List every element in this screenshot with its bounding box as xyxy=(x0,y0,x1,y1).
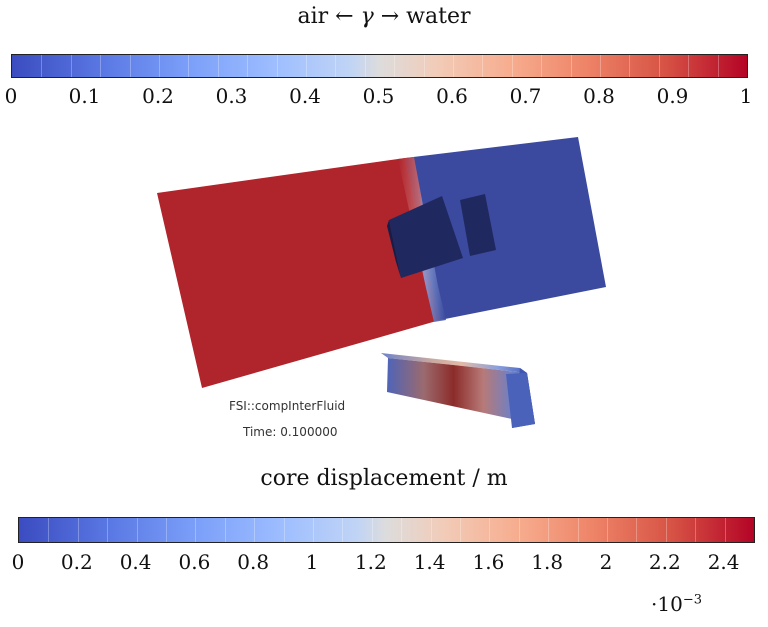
tick-label: 0 xyxy=(11,550,25,574)
colorbar-segment-divider xyxy=(430,518,432,542)
colorbar-segment-divider xyxy=(283,518,285,542)
tick-label: 0.2 xyxy=(142,84,174,108)
air-region xyxy=(405,137,606,320)
tick-label: 0.3 xyxy=(215,84,248,108)
colorbar-segment-divider xyxy=(665,518,667,542)
colorbar-segment-divider xyxy=(129,55,131,77)
colorbar-segment-divider xyxy=(364,55,366,77)
colorbar-segment-divider xyxy=(335,55,337,77)
tick-label: 1.6 xyxy=(472,550,505,574)
tick-label: 1 xyxy=(305,550,319,574)
beam-front-face xyxy=(387,358,535,424)
time-label: Time: 0.100000 xyxy=(243,425,338,439)
beam-end-cap xyxy=(506,373,535,428)
core-displacement-colorbar xyxy=(18,517,755,543)
colorbar-segment-divider xyxy=(423,55,425,77)
colorbar-segment-divider xyxy=(548,518,550,542)
tick-label: 1.4 xyxy=(413,550,446,574)
colorbar-segment-divider xyxy=(254,518,256,542)
water-region xyxy=(157,158,440,388)
colorbar-segment-divider xyxy=(717,55,719,77)
colorbar-segment-divider xyxy=(195,518,197,542)
tick-label: 0.6 xyxy=(178,550,211,574)
colorbar-segment-divider xyxy=(600,55,601,77)
solver-label: FSI::compInterFluid xyxy=(229,399,346,413)
colorbar-segment-divider xyxy=(136,518,138,542)
colorbar-segment-divider xyxy=(159,55,160,77)
colorbar-segment-divider xyxy=(724,518,726,542)
colorbar-segment-divider xyxy=(460,518,461,542)
tick-label: 2 xyxy=(599,550,613,574)
obstacle-front-face xyxy=(389,196,463,278)
title-prefix: air ← xyxy=(297,4,361,29)
colorbar-segment-divider xyxy=(482,55,484,77)
scale-factor: ·10−3 xyxy=(651,592,702,616)
tick-label: 0.2 xyxy=(60,550,93,574)
colorbar-segment-divider xyxy=(688,55,690,77)
tick-label: 0.7 xyxy=(509,84,542,108)
core-displacement-title: core displacement / m xyxy=(260,466,508,491)
scale-base: ·10 xyxy=(651,592,683,616)
colorbar-segment-divider xyxy=(48,518,50,542)
colorbar-segment-divider xyxy=(313,518,314,542)
colorbar-segment-divider xyxy=(247,55,249,77)
colorbar-segment-divider xyxy=(607,518,608,542)
colorbar-segment-divider xyxy=(489,518,491,542)
colorbar-segment-divider xyxy=(70,55,72,77)
colorbar-segment-divider xyxy=(629,55,631,77)
tick-label: 0.1 xyxy=(68,84,101,108)
tick-label: 1 xyxy=(739,84,753,108)
colorbar-segment-divider xyxy=(107,518,109,542)
colorbar-segment-divider xyxy=(401,518,403,542)
colorbar-segment-divider xyxy=(570,55,572,77)
tick-label: 0.8 xyxy=(237,550,270,574)
tick-label: 1.8 xyxy=(531,550,564,574)
colorbar-segment-divider xyxy=(342,518,344,542)
colorbar-segment-divider xyxy=(636,518,638,542)
title-suffix: → water xyxy=(373,4,471,29)
tick-label: 0.4 xyxy=(289,84,321,108)
colorbar-segment-divider xyxy=(166,518,167,542)
colorbar-segment-divider xyxy=(217,55,219,77)
volume-fraction-colorbar xyxy=(11,54,748,78)
obstacle-side-face xyxy=(387,220,401,278)
tick-label: 0.9 xyxy=(656,84,689,108)
colorbar-segment-divider xyxy=(518,518,520,542)
colorbar-segment-divider xyxy=(371,518,373,542)
colorbar-segment-divider xyxy=(41,55,43,77)
tick-label: 2.4 xyxy=(707,550,740,574)
scale-exponent: −3 xyxy=(682,592,702,608)
volume-fraction-title: air ← γ → water xyxy=(0,4,768,29)
colorbar-segment-divider xyxy=(100,55,102,77)
tick-label: 2.2 xyxy=(648,550,681,574)
colorbar-segment-divider xyxy=(306,55,307,77)
beam-top-face xyxy=(381,353,527,373)
colorbar-segment-divider xyxy=(394,55,396,77)
colorbar-segment-divider xyxy=(658,55,660,77)
obstacle-small xyxy=(460,194,496,256)
tick-label: 0 xyxy=(4,84,18,108)
colorbar-segment-divider xyxy=(224,518,226,542)
colorbar-segment-divider xyxy=(188,55,190,77)
colorbar-segment-divider xyxy=(453,55,454,77)
tick-label: 0.5 xyxy=(362,84,395,108)
colorbar-segment-divider xyxy=(577,518,579,542)
tick-label: 1.2 xyxy=(354,550,387,574)
gamma-symbol: γ xyxy=(360,4,374,29)
colorbar-segment-divider xyxy=(511,55,513,77)
tick-label: 0.8 xyxy=(583,84,615,108)
colorbar-segment-divider xyxy=(77,518,79,542)
colorbar-segment-divider xyxy=(276,55,278,77)
colorbar-segment-divider xyxy=(695,518,697,542)
tick-label: 0.4 xyxy=(119,550,152,574)
tick-label: 0.6 xyxy=(436,84,468,108)
colorbar-segment-divider xyxy=(541,55,543,77)
